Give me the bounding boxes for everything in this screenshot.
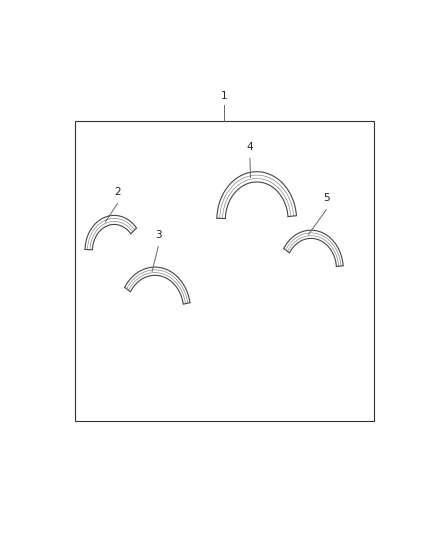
Text: 1: 1 [221,91,228,101]
Bar [75,122,374,421]
Text: 2: 2 [114,187,121,197]
Text: 4: 4 [247,142,253,152]
Text: 3: 3 [155,230,162,240]
Text: 5: 5 [323,193,330,204]
